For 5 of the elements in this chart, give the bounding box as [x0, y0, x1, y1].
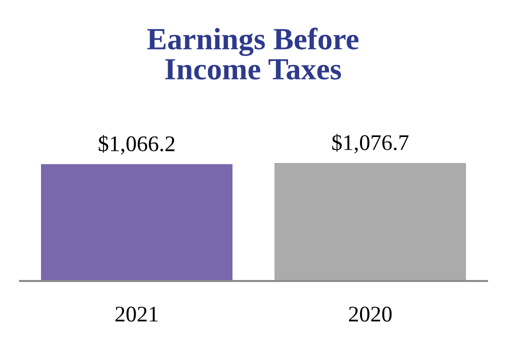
data-label: $1,066.2 [98, 134, 174, 154]
chart-title: Earnings Before Income Taxes [147, 28, 358, 80]
x-tick-label: 2020 [349, 306, 392, 322]
x-tick-label: 2021 [116, 306, 158, 322]
data-label: $1,076.7 [332, 134, 408, 154]
